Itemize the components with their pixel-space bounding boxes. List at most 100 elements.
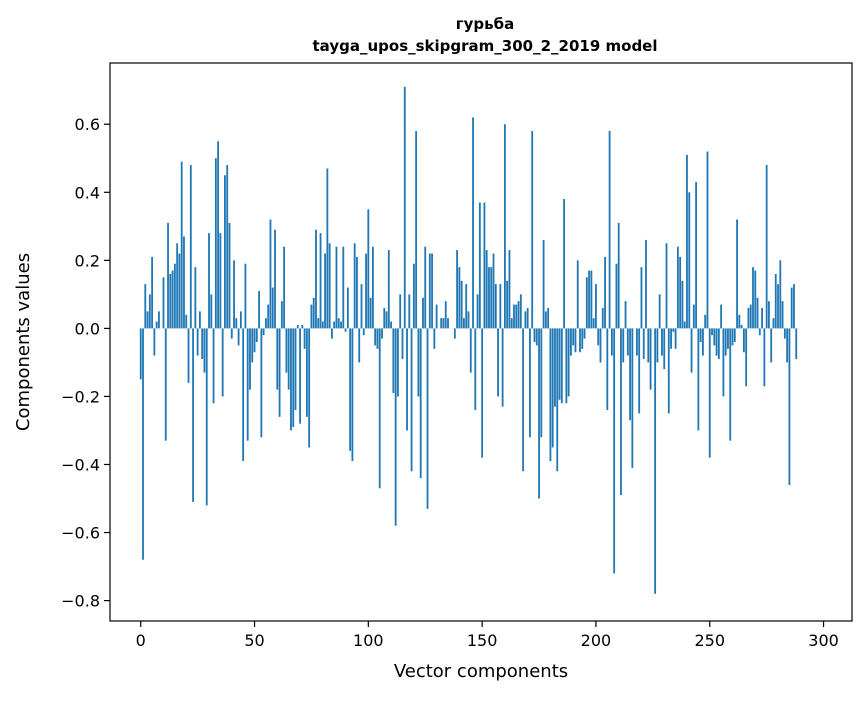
bar-69 [297,325,299,328]
bar-163 [511,318,513,328]
bar-121 [415,131,417,328]
bar-29 [206,328,208,505]
bar-50 [254,328,256,352]
bar-260 [732,328,734,345]
bar-11 [165,328,167,440]
bar-265 [743,328,745,352]
bar-175 [538,328,540,498]
bar-40 [231,328,233,338]
bar-159 [502,328,504,406]
bar-262 [736,220,738,329]
bar-87 [338,318,340,328]
bar-256 [722,328,724,396]
bar-214 [627,328,629,355]
bar-0 [140,328,142,379]
bar-201 [597,328,599,345]
bar-162 [509,250,511,328]
bar-23 [192,328,194,502]
bar-62 [281,301,283,328]
bar-120 [413,264,415,329]
bar-5 [151,257,153,328]
bar-240 [686,155,688,329]
x-tick-label-300: 300 [808,631,839,650]
bar-165 [515,305,517,329]
bar-138 [454,328,456,338]
bar-105 [379,328,381,488]
bar-287 [793,284,795,328]
bar-180 [550,328,552,461]
y-tick-label-5: 0.2 [75,251,100,270]
bar-189 [570,328,572,355]
bar-52 [258,291,260,328]
bar-255 [720,305,722,329]
plot-frame [110,63,852,621]
bar-114 [399,294,401,328]
bar-108 [386,311,388,328]
bar-117 [406,328,408,430]
x-tick-label-150: 150 [467,631,498,650]
bar-235 [675,328,677,348]
bar-32 [213,328,215,403]
bar-205 [606,328,608,410]
bar-247 [702,328,704,355]
bar-43 [238,328,240,345]
x-tick-label-50: 50 [244,631,264,650]
bar-45 [242,328,244,461]
bar-259 [729,328,731,440]
bar-101 [370,298,372,329]
bar-126 [427,328,429,508]
bar-113 [397,328,399,396]
bar-34 [217,141,219,328]
bar-227 [656,328,658,362]
bar-228 [659,294,661,328]
bar-264 [741,325,743,328]
bar-161 [506,281,508,329]
bar-239 [684,322,686,329]
bar-174 [536,328,538,345]
bar-129 [433,328,435,348]
bar-277 [770,328,772,362]
bar-92 [349,328,351,450]
bar-64 [285,328,287,372]
bar-75 [311,305,313,329]
bars-layer [140,87,800,594]
bar-118 [408,294,410,328]
bar-198 [590,271,592,329]
bar-283 [784,328,786,338]
bar-167 [520,294,522,328]
y-axis-label: Components values [13,253,34,431]
bar-8 [158,311,160,328]
bar-112 [395,328,397,525]
bar-280 [777,284,779,328]
bar-281 [779,260,781,328]
bar-267 [748,308,750,328]
bar-2 [144,284,146,328]
bar-68 [295,328,297,410]
bar-166 [518,301,520,328]
bar-83 [329,243,331,328]
bar-195 [584,328,586,338]
bar-139 [456,250,458,328]
bar-140 [458,267,460,328]
chart-subtitle: tayga_upos_skipgram_300_2_2019 model [313,37,658,55]
bar-72 [304,328,306,348]
bar-244 [695,182,697,328]
bar-183 [556,328,558,471]
bar-213 [625,301,627,328]
y-tick-label-6: 0.4 [75,183,100,202]
bar-186 [563,199,565,328]
bar-80 [322,322,324,329]
bar-143 [465,284,467,328]
bar-173 [534,328,536,342]
bar-232 [668,328,670,413]
bar-253 [716,328,718,355]
bar-47 [247,328,249,440]
bar-193 [579,328,581,352]
bar-179 [547,308,549,328]
bar-285 [789,328,791,485]
bar-15 [174,264,176,329]
bar-89 [342,247,344,329]
bar-181 [552,328,554,447]
bar-243 [693,305,695,329]
bar-203 [602,308,604,328]
